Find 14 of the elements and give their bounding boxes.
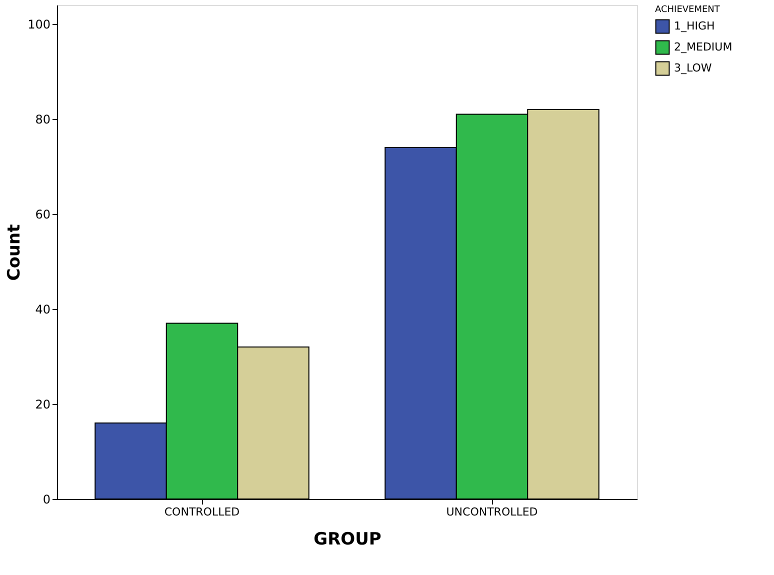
x-tick-label: UNCONTROLLED (446, 506, 538, 518)
legend-title: ACHIEVEMENT (655, 5, 720, 15)
y-tick-label: 100 (28, 18, 50, 32)
y-tick-label: 20 (35, 398, 50, 412)
legend-label: 1_HIGH (674, 20, 715, 32)
y-tick-label: 0 (42, 492, 50, 506)
y-tick-label: 60 (35, 208, 50, 222)
legend-label: 2_MEDIUM (674, 40, 732, 54)
y-tick-label: 80 (35, 112, 50, 126)
x-tick-label: CONTROLLED (164, 506, 240, 518)
legend-label: 3_LOW (674, 62, 712, 74)
y-tick-label: 40 (35, 302, 50, 316)
y-axis-title: Count (4, 224, 25, 281)
x-axis-title: GROUP (314, 530, 382, 550)
